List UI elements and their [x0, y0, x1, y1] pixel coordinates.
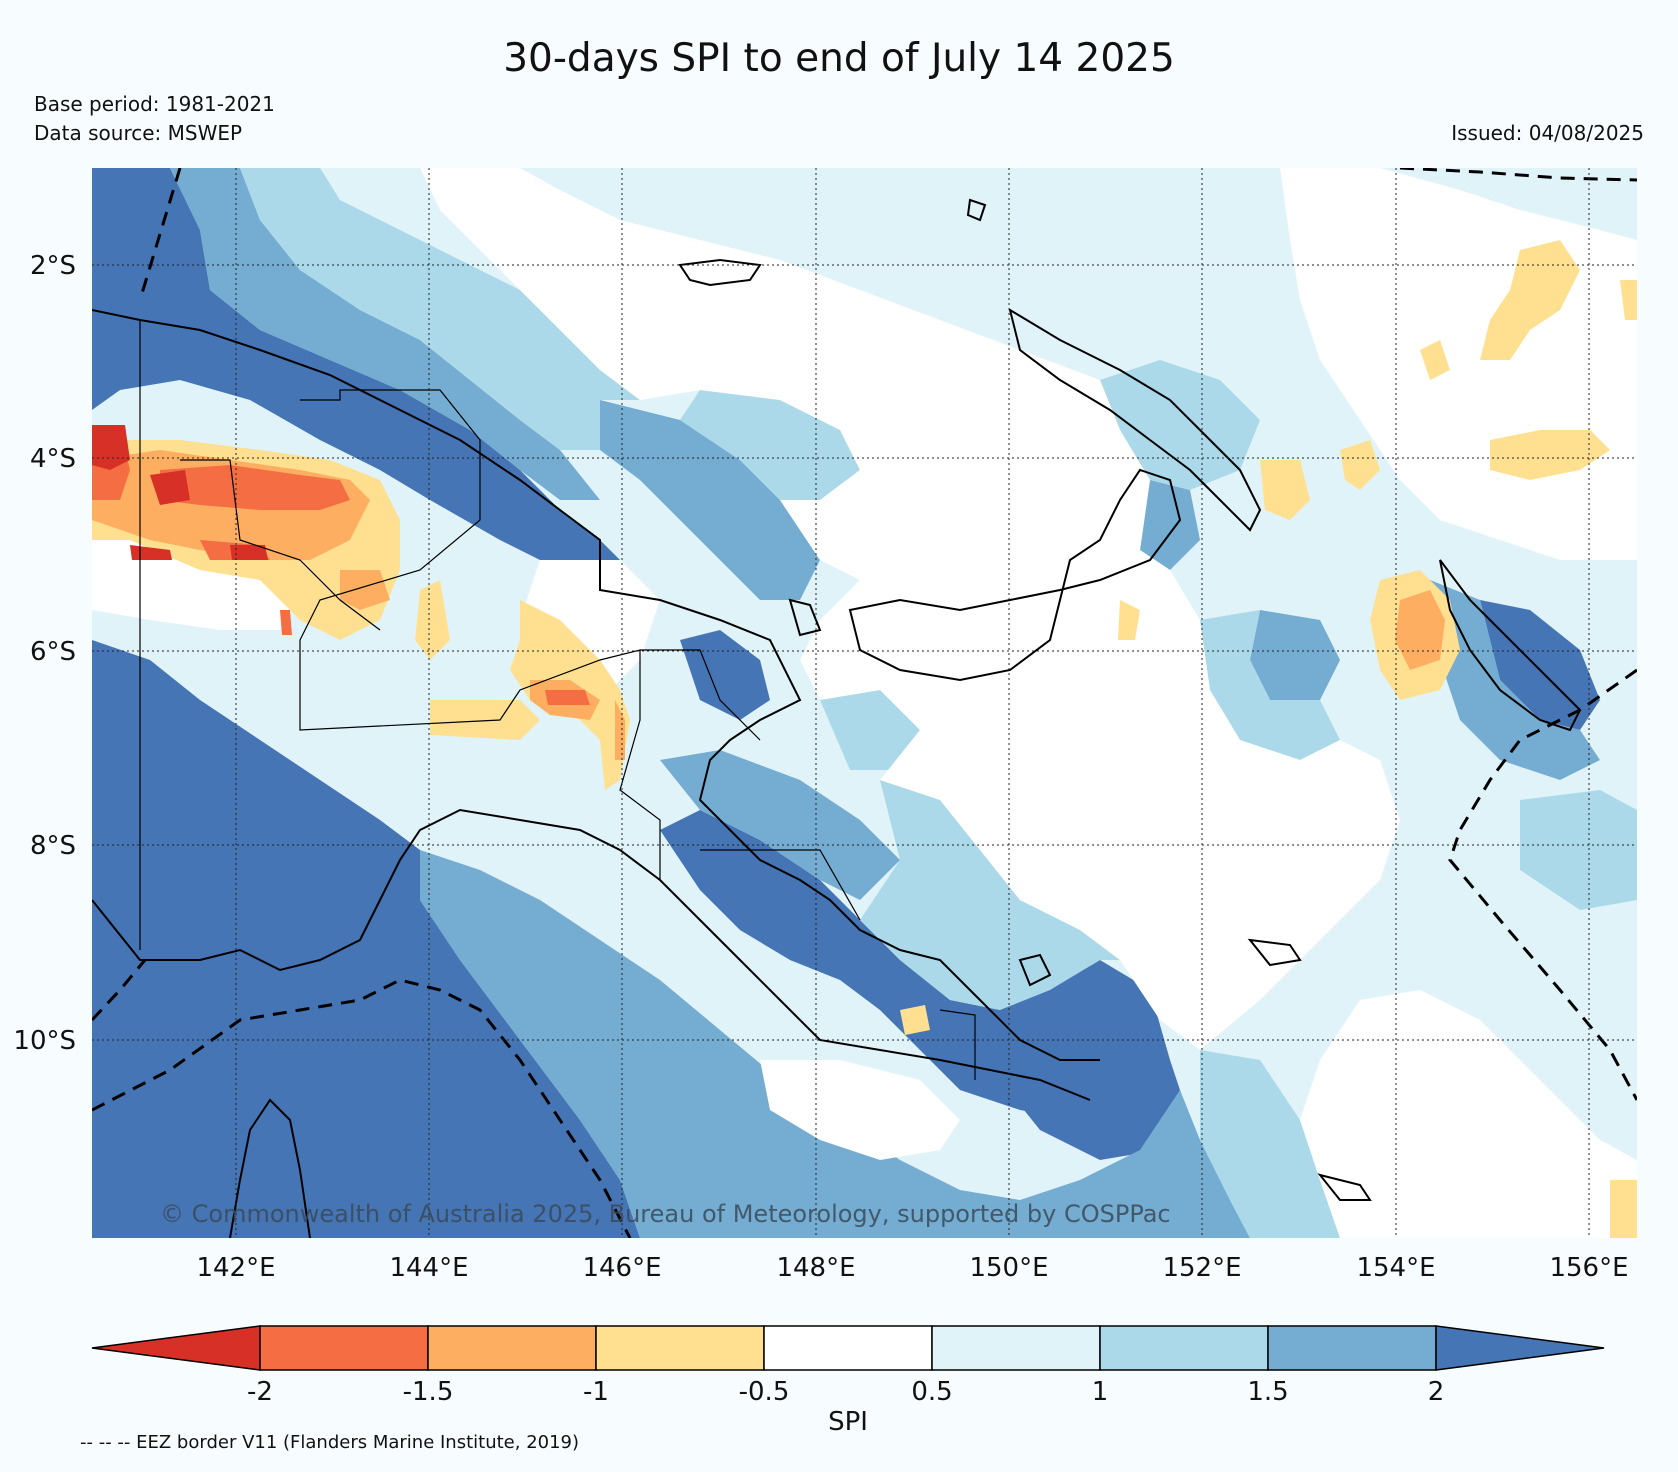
colorbar-segment: [427, 1325, 597, 1371]
island-4: [1018, 953, 1052, 987]
map-area: © Commonwealth of Australia 2025, Bureau…: [92, 168, 1637, 1238]
latitude-labels: 2°S 4°S 6°S 8°S 10°S: [13, 251, 76, 1056]
new-guinea-south-coast: [92, 808, 1091, 1101]
province-borders: [139, 320, 976, 1080]
colorbar-tick-labels: -2 -1.5 -1 -0.5 0.5 1 1.5 2 SPI: [247, 1377, 1444, 1437]
island-2: [1247, 938, 1302, 967]
graticule: [92, 168, 1637, 1238]
colorbar-tick-label: 1.5: [1247, 1377, 1288, 1407]
lon-label: 148°E: [776, 1253, 855, 1283]
lon-label: 146°E: [582, 1253, 661, 1283]
colorbar-segment: [595, 1325, 765, 1371]
colorbar-tick-label: 1: [1092, 1377, 1109, 1407]
new-guinea-north-coast: [92, 309, 1100, 1061]
colorbar-tick-label: -1.5: [403, 1377, 454, 1407]
lat-label: 6°S: [30, 637, 76, 667]
colorbar-tick-label: -0.5: [739, 1377, 790, 1407]
new-britain-coast: [848, 468, 1182, 682]
colorbar-segment: [931, 1325, 1101, 1371]
colorbar: [91, 1325, 1605, 1371]
colorbar-tick-label: 0.5: [911, 1377, 952, 1407]
data-source: Data source: MSWEP: [34, 121, 243, 145]
longitude-labels: 142°E 144°E 146°E 148°E 150°E 152°E 154°…: [196, 1253, 1628, 1283]
colorbar-tick-label: -2: [247, 1377, 273, 1407]
island-3: [1317, 1173, 1372, 1201]
base-period: Base period: 1981-2021: [34, 92, 275, 116]
colorbar-extend-low: [91, 1325, 261, 1371]
colorbar-segment: [763, 1325, 933, 1371]
bougainville-coast: [1439, 559, 1582, 732]
lon-label: 154°E: [1356, 1253, 1435, 1283]
lat-label: 4°S: [30, 444, 76, 474]
lon-label: 156°E: [1549, 1253, 1628, 1283]
lon-label: 152°E: [1162, 1253, 1241, 1283]
colorbar-tick-label: -1: [583, 1377, 609, 1407]
coastlines: [92, 198, 1582, 1238]
map-title: 30-days SPI to end of July 14 2025: [503, 36, 1175, 81]
new-ireland-coast: [1008, 307, 1262, 532]
colorbar-extend-high: [1435, 1325, 1605, 1371]
copyright-notice: © Commonwealth of Australia 2025, Bureau…: [160, 1200, 1171, 1228]
colorbar-label: SPI: [828, 1407, 868, 1437]
issued-date: Issued: 04/08/2025: [1451, 121, 1644, 145]
island-5: [788, 598, 822, 637]
lat-label: 2°S: [30, 251, 76, 281]
colorbar-segment: [1099, 1325, 1269, 1371]
australia-cape-york-coast: [229, 1098, 311, 1238]
eez-borders: [92, 168, 1637, 1238]
spi-minus2-minus1.5-region: [92, 430, 590, 705]
colorbar-segment: [1267, 1325, 1437, 1371]
colorbar-tick-label: 2: [1428, 1377, 1445, 1407]
lon-label: 144°E: [389, 1253, 468, 1283]
spi-above-2-region: [92, 168, 1600, 1238]
spi-1-1.5-region: [240, 168, 1637, 1238]
manus-island-coast: [678, 258, 762, 287]
colorbar-segment: [259, 1325, 429, 1371]
lon-label: 142°E: [196, 1253, 275, 1283]
lat-label: 10°S: [13, 1026, 76, 1056]
island-1: [966, 198, 987, 222]
eez-footnote: -- -- -- EEZ border V11 (Flanders Marine…: [80, 1432, 580, 1453]
lon-label: 150°E: [969, 1253, 1048, 1283]
spi-1.5-2-region: [170, 168, 1600, 1238]
lat-label: 8°S: [30, 831, 76, 861]
